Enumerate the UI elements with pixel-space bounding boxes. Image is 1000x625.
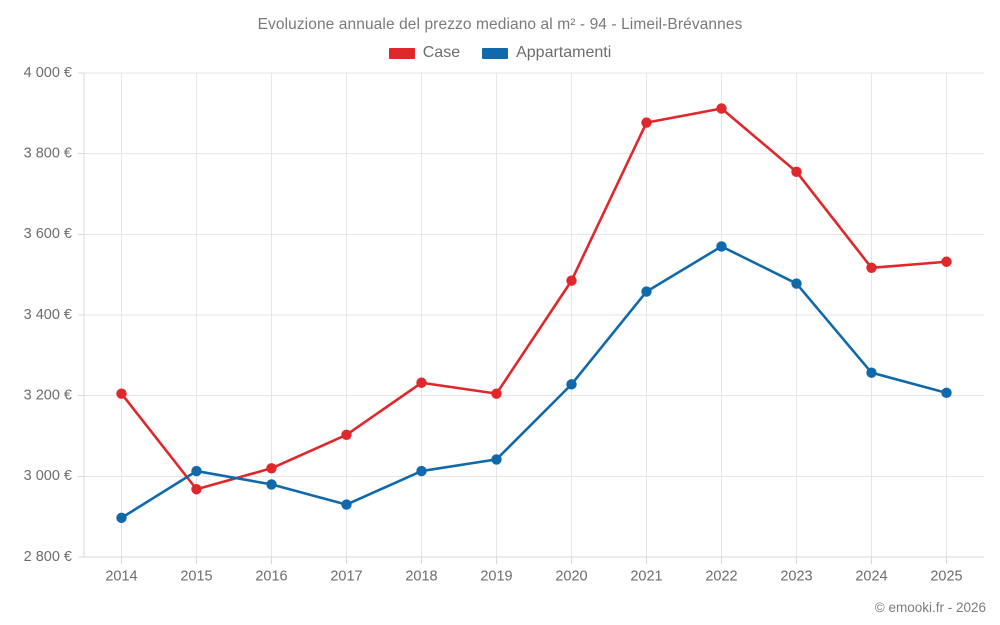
- axes: [78, 72, 984, 564]
- data-point-appartamenti-2022[interactable]: [716, 241, 727, 252]
- data-point-appartamenti-2024[interactable]: [866, 367, 877, 378]
- y-tick-label: 3 800 €: [24, 145, 72, 161]
- x-tick-label: 2015: [180, 569, 212, 585]
- y-tick-label: 3 200 €: [24, 387, 72, 403]
- chart-legend: Case Appartamenti: [0, 44, 1000, 62]
- x-tick-label: 2016: [255, 569, 287, 585]
- gridlines: [84, 72, 984, 558]
- data-point-appartamenti-2018[interactable]: [416, 465, 427, 477]
- data-point-case-2025[interactable]: [941, 256, 952, 267]
- y-tick-label: 3 600 €: [24, 226, 72, 242]
- y-axis-tick-labels: 2 800 € 3 000 € 3 200 € 3 400 € 3 600 € 3 800…: [24, 65, 72, 565]
- legend-item-appartamenti[interactable]: Appartamenti: [482, 44, 611, 62]
- data-point-case-2020[interactable]: [566, 275, 577, 286]
- data-point-case-2019[interactable]: [491, 388, 502, 399]
- data-point-case-2014[interactable]: [116, 388, 127, 399]
- y-tick-label: 4 000 €: [24, 65, 72, 81]
- x-tick-label: 2020: [555, 569, 587, 585]
- data-point-case-2022[interactable]: [716, 103, 727, 114]
- legend-label-case: Case: [422, 44, 461, 61]
- x-tick-label: 2019: [480, 569, 512, 585]
- data-point-appartamenti-2014[interactable]: [116, 512, 127, 524]
- x-tick-label: 2017: [330, 569, 362, 585]
- x-tick-label: 2014: [105, 569, 137, 585]
- legend-label-appartamenti: Appartamenti: [516, 44, 612, 61]
- data-point-case-2023[interactable]: [791, 166, 802, 178]
- series-line-appartamenti: [120, 245, 948, 520]
- data-point-case-2018[interactable]: [416, 377, 427, 388]
- series-line-case: [120, 107, 948, 491]
- data-point-case-2015[interactable]: [191, 484, 202, 495]
- x-tick-label: 2025: [930, 569, 962, 585]
- x-tick-label: 2021: [630, 569, 662, 585]
- data-series-layer: [116, 103, 952, 524]
- x-tick-label: 2024: [855, 569, 887, 585]
- data-point-case-2016[interactable]: [266, 463, 277, 474]
- data-point-appartamenti-2019[interactable]: [491, 454, 502, 465]
- data-point-case-2024[interactable]: [866, 262, 877, 274]
- data-point-appartamenti-2016[interactable]: [266, 479, 277, 490]
- x-tick-label: 2018: [405, 569, 437, 585]
- data-point-appartamenti-2023[interactable]: [791, 278, 802, 289]
- copyright-credit: © emooki.fr - 2026: [874, 600, 986, 615]
- legend-item-case[interactable]: Case: [388, 44, 461, 62]
- legend-swatch-appartamenti: [482, 47, 509, 59]
- data-point-appartamenti-2017[interactable]: [341, 499, 352, 510]
- legend-swatch-case: [388, 47, 415, 59]
- data-point-case-2017[interactable]: [341, 429, 352, 440]
- y-tick-label: 3 400 €: [24, 307, 72, 323]
- x-tick-label: 2023: [780, 569, 812, 585]
- x-axis-tick-labels: 2014 2015 2016 2017 2018 2019 2020 2021 2022 2023…: [105, 569, 962, 585]
- data-point-case-2021[interactable]: [641, 117, 652, 128]
- chart-title: Evoluzione annuale del prezzo mediano al…: [257, 16, 743, 33]
- data-point-appartamenti-2025[interactable]: [941, 387, 952, 399]
- x-tick-label: 2022: [705, 569, 737, 585]
- data-point-appartamenti-2020[interactable]: [566, 379, 577, 390]
- y-tick-label: 3 000 €: [24, 468, 72, 484]
- data-point-appartamenti-2015[interactable]: [191, 465, 202, 477]
- y-tick-label: 2 800 €: [24, 549, 72, 565]
- data-point-appartamenti-2021[interactable]: [641, 286, 652, 297]
